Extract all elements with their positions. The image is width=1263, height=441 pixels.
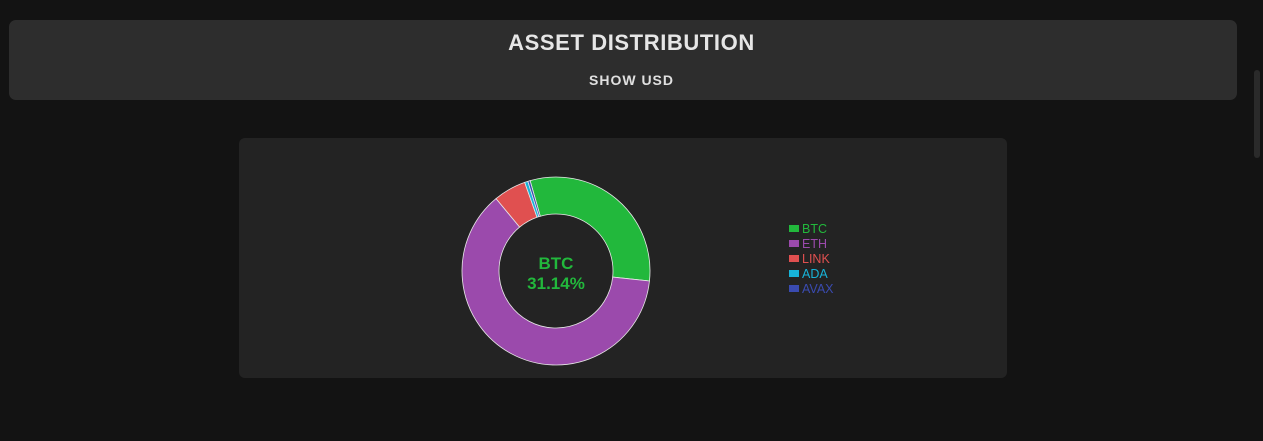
- legend-item-btc[interactable]: BTC: [789, 221, 834, 236]
- page-title: ASSET DISTRIBUTION: [508, 30, 755, 55]
- legend-label: ADA: [802, 266, 828, 281]
- slice-eth[interactable]: [461, 198, 650, 366]
- center-asset-percent: 31.14%: [527, 274, 585, 293]
- legend-swatch: [789, 225, 799, 232]
- slice-avax[interactable]: [527, 180, 541, 218]
- legend-item-eth[interactable]: ETH: [789, 236, 834, 251]
- legend-item-ada[interactable]: ADA: [789, 266, 834, 281]
- legend-item-link[interactable]: LINK: [789, 251, 834, 266]
- legend-item-avax[interactable]: AVAX: [789, 281, 834, 296]
- legend-swatch: [789, 285, 799, 292]
- legend-label: AVAX: [802, 281, 834, 296]
- show-usd-toggle[interactable]: SHOW USD: [585, 72, 678, 88]
- slice-btc[interactable]: [529, 176, 651, 282]
- center-asset-name: BTC: [539, 254, 574, 273]
- donut-chart: BTC 31.14%: [461, 176, 651, 366]
- legend-label: LINK: [802, 251, 830, 266]
- scrollbar-thumb[interactable]: [1254, 70, 1260, 158]
- legend-swatch: [789, 270, 799, 277]
- legend-swatch: [789, 255, 799, 262]
- legend-label: ETH: [802, 236, 827, 251]
- legend-swatch: [789, 240, 799, 247]
- header-card: [9, 20, 1237, 100]
- chart-legend: BTC ETH LINK ADA AVAX: [789, 221, 834, 296]
- legend-label: BTC: [802, 221, 827, 236]
- chart-card: BTC 31.14% BTC ETH LINK ADA AVAX: [239, 138, 1007, 378]
